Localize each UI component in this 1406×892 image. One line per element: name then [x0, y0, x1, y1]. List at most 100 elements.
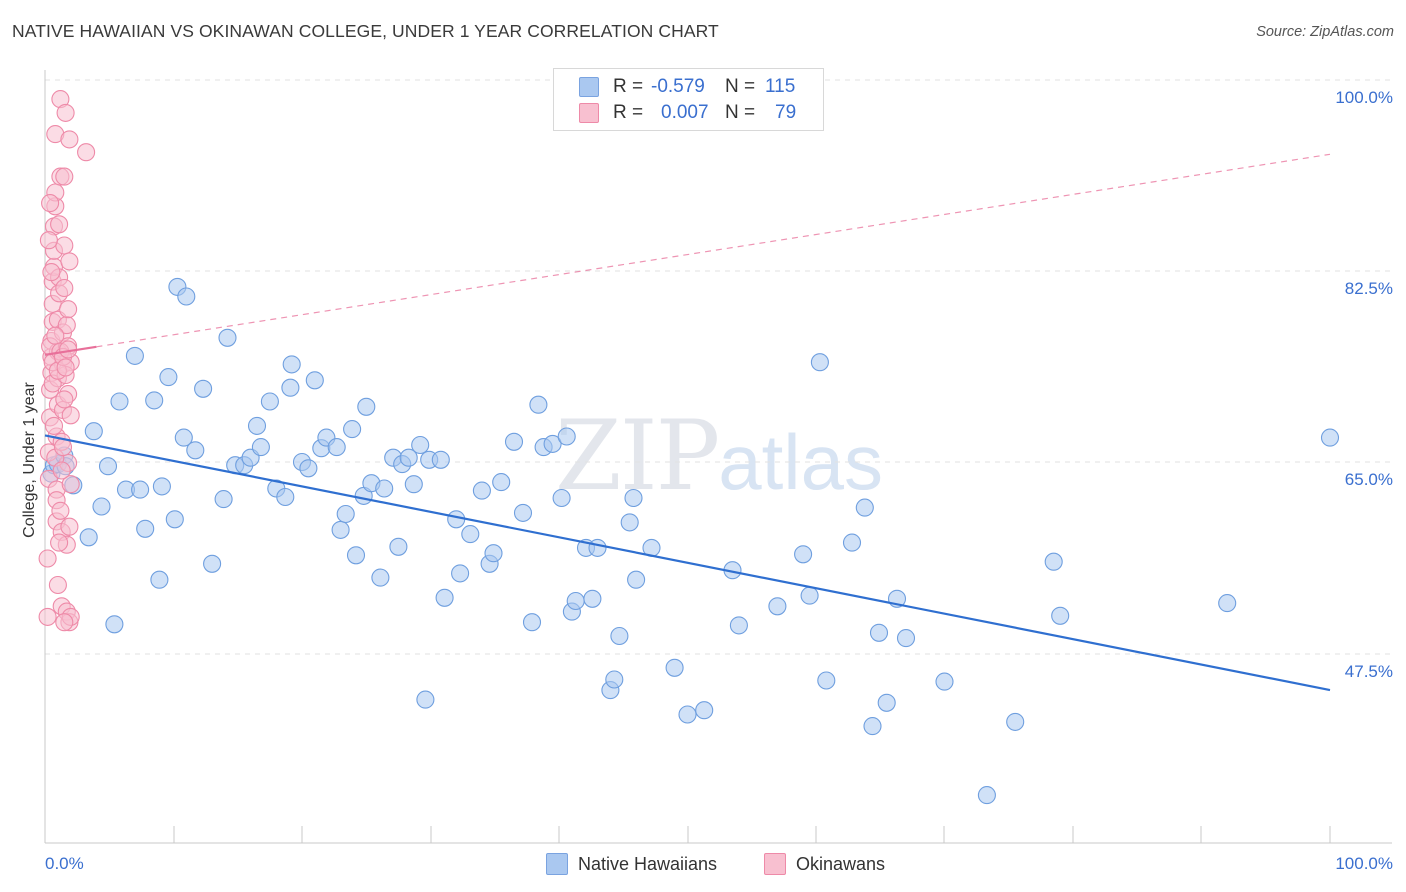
data-point-native-hawaiians [794, 545, 813, 564]
data-point-native-hawaiians [566, 591, 585, 611]
data-point-okinawans [38, 607, 57, 626]
legend-n-label: N = [725, 76, 756, 97]
data-point-native-hawaiians [855, 498, 874, 517]
data-point-native-hawaiians [583, 589, 602, 608]
data-point-native-hawaiians [343, 420, 362, 439]
data-point-native-hawaiians [136, 519, 155, 538]
data-point-native-hawaiians [125, 346, 144, 365]
data-point-okinawans [48, 575, 67, 595]
data-point-native-hawaiians [1320, 428, 1340, 447]
data-point-native-hawaiians [251, 438, 270, 457]
bottom-legend-native-hawaiians[interactable]: Native Hawaiians [546, 852, 717, 876]
bottom-legend-label: Native Hawaiians [578, 853, 718, 874]
data-point-native-hawaiians [695, 701, 714, 720]
data-point-native-hawaiians [800, 586, 819, 605]
data-point-native-hawaiians [817, 671, 836, 690]
correlation-legend: R = -0.579 N = 115 R = 0.007 N = 79 [553, 68, 824, 131]
data-point-okinawans [60, 130, 79, 149]
data-point-native-hawaiians [896, 629, 916, 648]
data-point-native-hawaiians [935, 672, 954, 691]
data-point-native-hawaiians [513, 503, 533, 522]
data-point-native-hawaiians [451, 564, 470, 583]
source-label: Source: ZipAtlas.com [1256, 24, 1394, 40]
data-point-native-hawaiians [557, 427, 576, 446]
data-point-native-hawaiians [260, 392, 279, 411]
data-point-native-hawaiians [399, 448, 418, 467]
trend-line-okinawans-dashed [96, 153, 1331, 348]
data-point-okinawans [39, 231, 58, 250]
data-point-native-hawaiians [92, 497, 111, 516]
data-point-native-hawaiians [84, 422, 103, 441]
data-point-native-hawaiians [357, 397, 376, 416]
data-point-native-hawaiians [194, 379, 213, 398]
data-point-okinawans [50, 215, 69, 234]
bottom-legend-okinawans[interactable]: Okinawans [764, 852, 885, 876]
y-tick-label: 100.0% [1335, 88, 1393, 107]
y-tick-label: 47.5% [1345, 662, 1393, 681]
data-point-native-hawaiians [281, 378, 300, 397]
data-point-native-hawaiians [203, 554, 222, 573]
bottom-legend-swatch-pink [764, 853, 786, 875]
data-point-native-hawaiians [416, 690, 435, 709]
data-point-okinawans [55, 167, 74, 186]
y-axis-label: College, Under 1 year [21, 382, 38, 538]
data-point-native-hawaiians [186, 441, 205, 460]
data-point-okinawans [52, 461, 71, 480]
data-point-native-hawaiians [282, 355, 301, 374]
x-tick-label: 0.0% [45, 854, 84, 873]
data-point-okinawans [41, 194, 60, 213]
data-point-okinawans [55, 390, 74, 409]
data-point-native-hawaiians [1218, 594, 1237, 613]
data-point-native-hawaiians [375, 479, 394, 498]
data-point-native-hawaiians [842, 533, 862, 552]
bottom-legend-swatch-blue [546, 853, 568, 875]
data-point-native-hawaiians [331, 520, 350, 539]
data-point-native-hawaiians [174, 428, 193, 447]
data-point-okinawans [51, 501, 70, 520]
data-point-native-hawaiians [435, 588, 454, 607]
data-point-native-hawaiians [346, 546, 366, 565]
legend-row-okinawans: R = 0.007 N = 79 [579, 100, 796, 126]
data-point-native-hawaiians [371, 568, 390, 587]
data-point-native-hawaiians [98, 457, 118, 476]
data-point-native-hawaiians [305, 371, 324, 390]
data-point-native-hawaiians [131, 480, 150, 499]
trend-line-native-hawaiians [44, 434, 1331, 692]
data-point-native-hawaiians [869, 623, 889, 642]
data-point-okinawans [60, 252, 79, 271]
data-point-native-hawaiians [504, 432, 524, 451]
data-point-okinawans [56, 358, 75, 377]
data-point-native-hawaiians [610, 626, 629, 646]
data-point-native-hawaiians [1006, 712, 1025, 731]
data-point-native-hawaiians [159, 368, 178, 387]
data-point-native-hawaiians [79, 528, 98, 547]
data-point-okinawans [44, 416, 64, 435]
data-point-native-hawaiians [484, 544, 503, 563]
data-point-native-hawaiians [588, 538, 607, 557]
data-point-native-hawaiians [543, 434, 562, 453]
data-point-native-hawaiians [863, 717, 882, 736]
legend-r-label: R = [613, 76, 644, 97]
legend-n-value: 115 [765, 76, 796, 97]
data-point-native-hawaiians [177, 287, 196, 306]
data-point-native-hawaiians [729, 616, 748, 635]
data-point-native-hawaiians [336, 504, 355, 524]
data-point-native-hawaiians [1051, 606, 1070, 625]
data-point-okinawans [38, 549, 57, 568]
data-point-native-hawaiians [665, 658, 684, 677]
chart-title: NATIVE HAWAIIAN VS OKINAWAN COLLEGE, UND… [12, 21, 719, 41]
data-point-native-hawaiians [389, 537, 408, 556]
data-point-native-hawaiians [768, 597, 787, 616]
data-point-okinawans [55, 613, 74, 632]
data-point-okinawans [60, 517, 79, 536]
legend-row-native-hawaiians: R = -0.579 N = 115 [579, 74, 795, 100]
data-point-native-hawaiians [404, 475, 423, 494]
data-point-native-hawaiians [276, 487, 295, 507]
data-point-okinawans [46, 326, 65, 345]
legend-n-value: 79 [775, 102, 797, 123]
trend-line-okinawans-solid [44, 345, 97, 356]
data-point-native-hawaiians [605, 670, 624, 689]
data-point-native-hawaiians [472, 481, 491, 500]
legend-swatch-blue [579, 77, 599, 97]
